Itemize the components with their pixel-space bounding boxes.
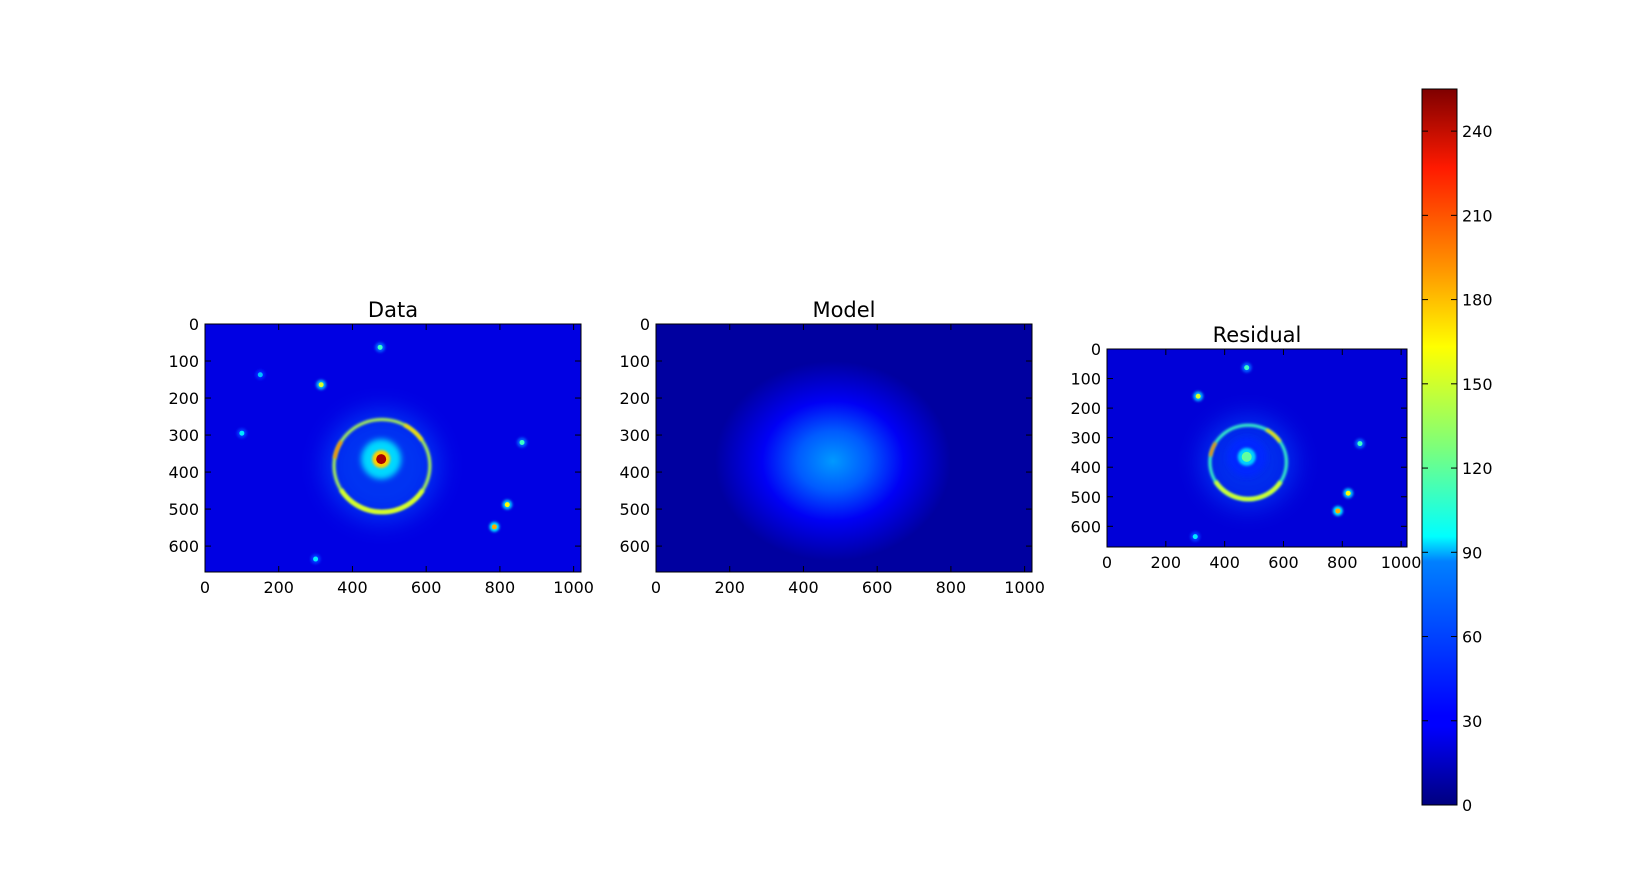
model-y-tick-label: 500 — [619, 500, 650, 519]
data-ring-arc — [333, 440, 343, 459]
residual-frame — [1106, 348, 1408, 548]
model-y-tick-label: 400 — [619, 463, 650, 482]
model-title: Model — [812, 298, 875, 322]
model-panel: Model 0 200 400 600 800 1000 0 100 200 300 400 500 60… — [619, 298, 1045, 597]
residual-ring-arc — [1265, 428, 1282, 443]
residual-image — [1107, 349, 1407, 547]
residual-ring-arc — [1208, 441, 1218, 457]
data-x-tick-label: 400 — [337, 578, 368, 597]
model-image — [656, 324, 1032, 572]
model-x-tick-label: 1000 — [1004, 578, 1045, 597]
residual-source — [1244, 365, 1250, 371]
colorbar-tick-label: 0 — [1462, 796, 1472, 815]
residual-y-tick-label: 0 — [1091, 340, 1101, 359]
residual-title: Residual — [1213, 323, 1302, 347]
colorbar-tick-label: 120 — [1462, 459, 1493, 478]
model-y-tick-label: 200 — [619, 389, 650, 408]
residual-y-tick-label: 100 — [1070, 370, 1101, 389]
colorbar-tick-label: 240 — [1462, 122, 1493, 141]
residual-source — [1335, 508, 1341, 514]
residual-lens-peak — [1241, 451, 1252, 462]
data-y-tick-label: 100 — [168, 352, 199, 371]
data-ring-arc — [403, 423, 424, 442]
residual-x-tick-label: 200 — [1151, 553, 1182, 572]
model-y-tick-label: 0 — [640, 315, 650, 334]
data-source — [504, 502, 510, 508]
model-x-tick-label: 400 — [788, 578, 819, 597]
data-y-tick-label: 600 — [168, 537, 199, 556]
model-x-tick-label: 600 — [862, 578, 893, 597]
residual-panel: Residual 0 200 400 600 800 1000 0 100 200 300 400 50… — [1070, 323, 1421, 572]
model-x-tick-label: 800 — [936, 578, 967, 597]
data-source — [519, 439, 525, 445]
data-panel: Data 0 200 400 600 800 1000 0 100 200 300 400 500 600 — [168, 298, 594, 597]
data-frame — [204, 323, 582, 573]
model-y-tick-label: 600 — [619, 537, 650, 556]
residual-source — [1357, 441, 1363, 447]
data-y-tick-label: 200 — [168, 389, 199, 408]
data-source — [313, 556, 319, 562]
colorbar-tick-label: 210 — [1462, 206, 1493, 225]
residual-source — [1195, 393, 1201, 399]
residual-y-tick-label: 300 — [1070, 429, 1101, 448]
colorbar-tick-label: 30 — [1462, 712, 1482, 731]
colorbar-tick-label: 90 — [1462, 543, 1482, 562]
data-x-tick-label: 800 — [485, 578, 516, 597]
residual-y-tick-label: 200 — [1070, 399, 1101, 418]
data-ring-arc — [339, 488, 425, 515]
residual-y-tick-label: 600 — [1070, 517, 1101, 536]
colorbar-gradient — [1421, 88, 1458, 806]
data-image — [205, 324, 581, 572]
residual-y-tick-label: 400 — [1070, 458, 1101, 477]
data-source — [318, 382, 324, 388]
data-y-tick-label: 0 — [189, 315, 199, 334]
model-y-tick-label: 100 — [619, 352, 650, 371]
residual-source — [1192, 534, 1198, 540]
data-x-tick-label: 200 — [263, 578, 294, 597]
model-y-tick-label: 300 — [619, 426, 650, 445]
data-x-tick-label: 1000 — [553, 578, 594, 597]
data-source — [239, 430, 245, 436]
residual-source — [1345, 490, 1351, 496]
residual-x-tick-label: 1000 — [1381, 553, 1422, 572]
data-x-tick-label: 600 — [411, 578, 442, 597]
residual-x-tick-label: 600 — [1268, 553, 1299, 572]
data-source — [491, 524, 497, 530]
data-lens-peak — [376, 454, 387, 465]
residual-x-tick-label: 0 — [1102, 553, 1112, 572]
data-y-tick-label: 300 — [168, 426, 199, 445]
colorbar-tick-label: 180 — [1462, 291, 1493, 310]
colorbar-tick-label: 60 — [1462, 628, 1482, 647]
residual-x-tick-label: 800 — [1327, 553, 1358, 572]
model-frame — [655, 323, 1033, 573]
model-x-tick-label: 0 — [651, 578, 661, 597]
data-title: Data — [368, 298, 418, 322]
residual-ring-arc — [1213, 480, 1283, 502]
data-source — [257, 372, 263, 378]
data-y-tick-label: 500 — [168, 500, 199, 519]
data-source — [377, 344, 383, 350]
colorbar: 0 30 60 90 120 150 180 210 240 — [1421, 88, 1493, 815]
data-x-tick-label: 0 — [200, 578, 210, 597]
model-x-tick-label: 200 — [714, 578, 745, 597]
residual-y-tick-label: 500 — [1070, 488, 1101, 507]
colorbar-tick-label: 150 — [1462, 375, 1493, 394]
model-blob — [714, 361, 951, 561]
data-y-tick-label: 400 — [168, 463, 199, 482]
residual-x-tick-label: 400 — [1209, 553, 1240, 572]
